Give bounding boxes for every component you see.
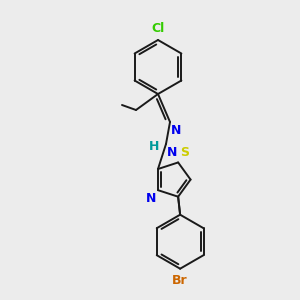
Text: H: H — [149, 140, 159, 152]
Text: N: N — [167, 146, 177, 159]
Text: N: N — [171, 124, 181, 137]
Text: N: N — [146, 192, 156, 205]
Text: Br: Br — [172, 274, 188, 287]
Text: Cl: Cl — [152, 22, 165, 35]
Text: S: S — [180, 146, 189, 160]
